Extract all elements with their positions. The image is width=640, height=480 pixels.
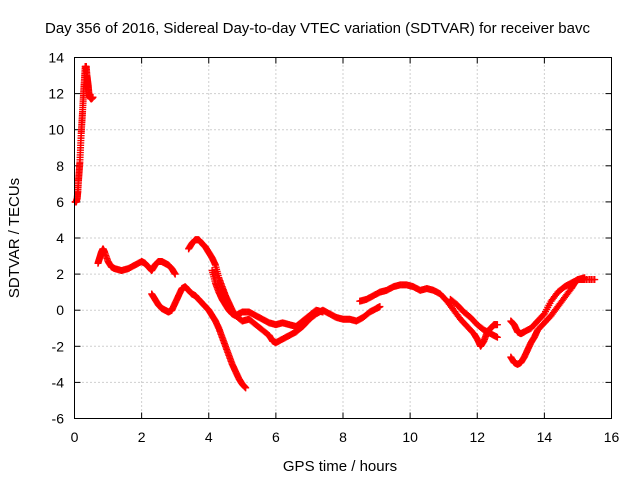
data-points [71, 63, 599, 392]
x-tick-label: 0 [71, 429, 79, 445]
data-point-segment-c [376, 303, 384, 311]
x-tick-label: 14 [537, 429, 553, 445]
data-point-segment-d [319, 308, 327, 316]
y-axis-label: SDTVAR / TECUs [6, 178, 23, 298]
axis-ticks: 0 2 4 6 8 10 12 14 16 -6 -4 -2 0 2 4 6 8 10 12 14 [48, 50, 619, 446]
y-tick-label: 12 [48, 86, 64, 102]
x-tick-label: 16 [604, 429, 620, 445]
y-tick-label: -2 [52, 338, 65, 354]
y-tick-label: 4 [56, 230, 64, 246]
y-tick-label: -4 [52, 374, 65, 390]
data-point-segment-a [171, 270, 179, 278]
y-tick-label: 14 [48, 50, 64, 66]
x-axis-label: GPS time / hours [283, 458, 397, 475]
y-tick-label: 0 [56, 302, 64, 318]
y-tick-label: -6 [52, 411, 65, 427]
x-tick-label: 12 [469, 429, 485, 445]
data-point-segment-g [591, 276, 599, 284]
x-tick-label: 6 [272, 429, 280, 445]
data-point-segment-f [493, 333, 501, 341]
data-point-segment-b [242, 384, 250, 392]
y-tick-label: 10 [48, 122, 64, 138]
data-point-segment-e [493, 321, 501, 329]
chart-title: Day 356 of 2016, Sidereal Day-to-day VTE… [45, 20, 590, 37]
x-tick-label: 8 [339, 429, 347, 445]
x-tick-label: 10 [402, 429, 418, 445]
grid-lines [74, 57, 612, 419]
data-point-spike [89, 93, 97, 101]
x-tick-label: 4 [205, 429, 213, 445]
plot-frame [74, 57, 612, 419]
y-tick-label: 2 [56, 266, 64, 282]
y-tick-label: 6 [56, 194, 64, 210]
x-tick-label: 2 [138, 429, 146, 445]
data-point-segment-h [581, 274, 589, 282]
y-tick-label: 8 [56, 158, 64, 174]
